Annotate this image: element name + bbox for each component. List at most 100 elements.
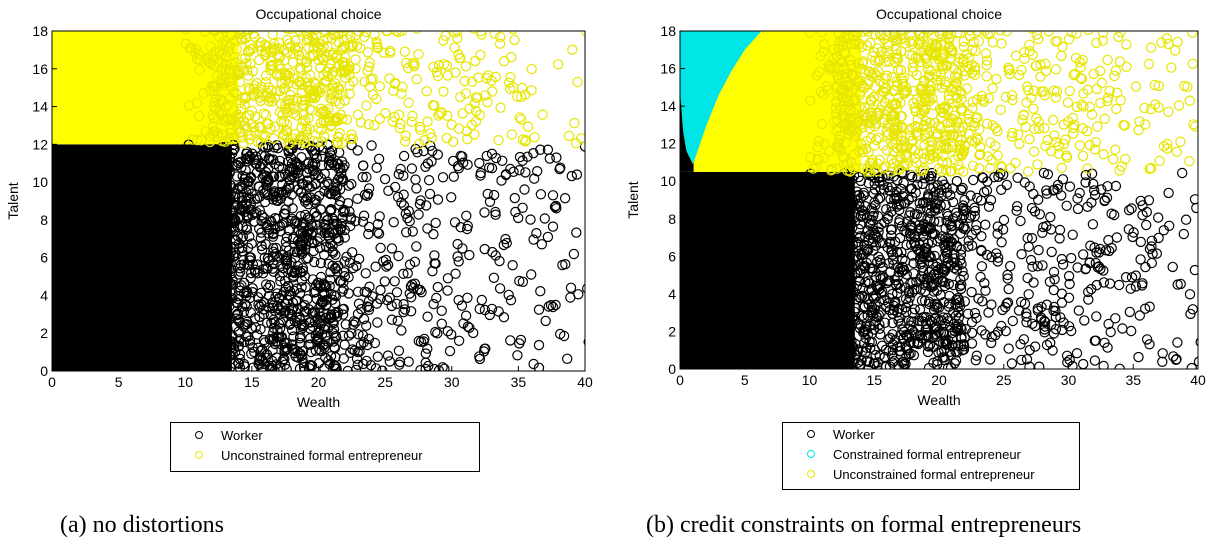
unconstrained-entrepreneur-point: [302, 35, 313, 46]
legend-label-unconstrained-entrepreneur: Unconstrained formal entrepreneur: [221, 448, 423, 463]
worker-point: [1092, 262, 1103, 273]
worker-point: [208, 290, 220, 301]
worker-point: [299, 271, 311, 282]
unconstrained-entrepreneur-point: [1035, 71, 1046, 82]
worker-point: [813, 215, 824, 227]
worker-point: [245, 267, 257, 279]
unconstrained-entrepreneur-point: [842, 31, 852, 34]
worker-point: [1063, 270, 1075, 282]
unconstrained-entrepreneur-point: [945, 116, 956, 128]
unconstrained-entrepreneur-point: [384, 47, 396, 59]
worker-point: [501, 237, 512, 249]
worker-point: [900, 197, 911, 209]
worker-point: [1158, 225, 1170, 236]
unconstrained-entrepreneur-point: [321, 66, 332, 77]
worker-point: [207, 262, 219, 273]
unconstrained-entrepreneur-point: [1184, 155, 1195, 167]
worker-point: [209, 273, 220, 284]
unconstrained-entrepreneur-point: [972, 112, 983, 123]
worker-point: [288, 272, 299, 283]
worker-point: [305, 339, 316, 350]
worker-point: [836, 327, 847, 339]
worker-point: [1177, 167, 1188, 179]
unconstrained-entrepreneur-point: [881, 130, 893, 141]
worker-point: [905, 320, 916, 331]
worker-point: [542, 144, 554, 155]
worker-point: [879, 216, 890, 228]
worker-point: [411, 183, 422, 194]
unconstrained-entrepreneur-point: [972, 31, 983, 37]
worker-point: [507, 260, 518, 271]
y-tick-label: 0: [40, 363, 48, 379]
worker-point: [336, 218, 347, 229]
unconstrained-entrepreneur-point: [1057, 41, 1068, 52]
unconstrained-entrepreneur-point: [282, 34, 293, 46]
unconstrained-entrepreneur-point: [838, 63, 850, 74]
unconstrained-entrepreneur-point: [429, 100, 440, 111]
worker-point: [415, 365, 426, 371]
unconstrained-entrepreneur-point: [389, 111, 400, 123]
unconstrained-entrepreneur-point: [987, 37, 998, 48]
unconstrained-entrepreneur-point: [414, 121, 426, 133]
worker-point: [425, 140, 436, 151]
worker-point: [233, 357, 244, 369]
unconstrained-entrepreneur-point: [228, 87, 239, 98]
worker-point: [945, 362, 957, 369]
unconstrained-entrepreneur-point: [231, 66, 243, 77]
unconstrained-entrepreneur-point: [895, 111, 907, 122]
unconstrained-entrepreneur-point: [1066, 31, 1077, 38]
worker-point: [468, 327, 479, 339]
worker-point: [1032, 305, 1044, 316]
unconstrained-entrepreneur-point: [954, 139, 965, 151]
unconstrained-entrepreneur-point: [572, 76, 583, 88]
unconstrained-entrepreneur-point: [1017, 114, 1028, 126]
worker-point: [1047, 345, 1058, 356]
unconstrained-entrepreneur-point: [1099, 113, 1110, 125]
unconstrained-entrepreneur-point: [1166, 62, 1177, 73]
scatter-chart-a: 0 5 10 15 20 25 30 35 40024681012141618Occupatio…: [5, 6, 593, 410]
worker-point: [358, 337, 369, 348]
worker-point: [296, 350, 307, 362]
unconstrained-entrepreneur-point: [1029, 146, 1040, 157]
worker-point: [1180, 214, 1192, 225]
worker-point: [420, 161, 431, 172]
worker-point: [505, 335, 516, 346]
unconstrained-entrepreneur-point: [224, 76, 235, 87]
worker-point: [805, 168, 816, 179]
worker-point: [832, 270, 844, 281]
worker-point: [404, 259, 416, 270]
worker-point: [1135, 236, 1147, 248]
worker-point: [885, 193, 896, 205]
unconstrained-entrepreneur-point: [882, 45, 893, 57]
worker-point: [226, 268, 237, 279]
unconstrained-entrepreneur-point: [441, 132, 453, 144]
plot-area: [52, 31, 585, 371]
unconstrained-entrepreneur-point: [890, 85, 901, 96]
unconstrained-entrepreneur-point: [274, 52, 285, 63]
worker-point: [1106, 242, 1117, 254]
worker-point: [257, 362, 268, 371]
unconstrained-entrepreneur-point: [198, 87, 209, 99]
x-tick-label: 35: [511, 374, 527, 390]
worker-point: [321, 215, 333, 226]
worker-point: [268, 154, 279, 165]
worker-point: [259, 337, 271, 348]
worker-point: [238, 321, 249, 332]
worker-point: [363, 302, 374, 313]
worker-point: [201, 237, 212, 249]
unconstrained-entrepreneur-point: [969, 69, 981, 81]
unconstrained-entrepreneur-point: [514, 112, 526, 123]
worker-point: [422, 311, 433, 322]
unconstrained-entrepreneur-point: [871, 107, 883, 119]
unconstrained-entrepreneur-point: [380, 107, 391, 119]
worker-point: [208, 340, 220, 351]
worker-point: [1080, 177, 1091, 188]
worker-point: [364, 221, 375, 233]
worker-point: [900, 341, 912, 352]
x-tick-label: 0: [676, 372, 684, 388]
worker-point: [396, 197, 407, 208]
unconstrained-entrepreneur-point: [1058, 138, 1070, 150]
unconstrained-entrepreneur-point: [1023, 85, 1034, 96]
unconstrained-entrepreneur-point: [966, 135, 977, 146]
